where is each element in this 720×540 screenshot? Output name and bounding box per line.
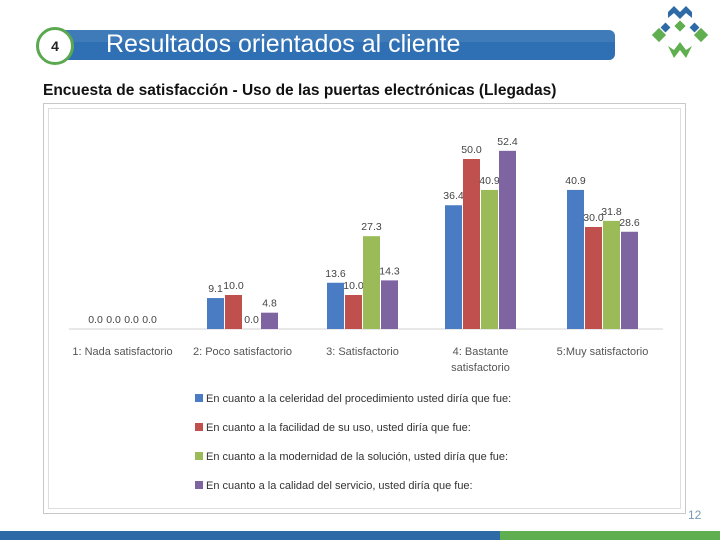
- data-label-series-1-cat-3: 13.6: [325, 268, 346, 280]
- bar-series-4-cat-3: [381, 280, 398, 329]
- page-title: Resultados orientados al cliente: [106, 30, 461, 58]
- legend-label-4: En cuanto a la calidad del servicio, ust…: [206, 480, 473, 492]
- bar-series-2-cat-5: [585, 227, 602, 329]
- bar-series-4-cat-4: [499, 150, 516, 329]
- category-label-5: 5:Muy satisfactorio: [557, 346, 649, 358]
- bar-series-1-cat-5: [567, 189, 584, 329]
- data-label-series-2-cat-4: 50.0: [461, 144, 482, 156]
- bar-series-1-cat-2: [207, 298, 224, 329]
- data-label-series-2-cat-3: 10.0: [343, 280, 364, 292]
- legend-label-3: En cuanto a la modernidad de la solución…: [206, 451, 508, 463]
- logo-mark: [652, 6, 708, 58]
- data-label-series-4-cat-1: 0.0: [142, 314, 157, 326]
- section-number-badge: 4: [36, 27, 74, 65]
- slide-number: 12: [688, 508, 702, 522]
- footer-bar: [0, 531, 720, 540]
- bar-series-4-cat-2: [261, 312, 278, 329]
- category-label-4-line-2: satisfactorio: [451, 362, 510, 374]
- legend-swatch-1: [195, 394, 203, 402]
- data-label-series-2-cat-1: 0.0: [106, 314, 121, 326]
- bar-series-3-cat-3: [363, 236, 380, 329]
- footer-accent-bar: [500, 531, 720, 540]
- data-label-series-4-cat-2: 4.8: [262, 298, 277, 310]
- legend-swatch-2: [195, 423, 203, 431]
- data-label-series-3-cat-3: 27.3: [361, 221, 382, 233]
- bar-series-3-cat-5: [603, 220, 620, 329]
- bar-series-2-cat-2: [225, 295, 242, 329]
- title-bar: [50, 30, 615, 60]
- chart-frame: 0.0 0.0 0.0 0.0 1: Nada satisfactorio 9.1 10.0…: [43, 103, 686, 514]
- category-label-2: 2: Poco satisfactorio: [193, 346, 292, 358]
- data-label-series-3-cat-5: 31.8: [601, 206, 622, 218]
- data-label-series-1-cat-1: 0.0: [88, 314, 103, 326]
- data-label-series-2-cat-5: 30.0: [583, 212, 604, 224]
- legend-swatch-4: [195, 481, 203, 489]
- legend-label-1: En cuanto a la celeridad del procedimien…: [206, 393, 511, 405]
- bar-series-2-cat-4: [463, 159, 480, 329]
- bar-series-2-cat-3: [345, 295, 362, 329]
- data-label-series-3-cat-2: 0.0: [244, 314, 259, 326]
- category-label-4: 4: Bastante: [453, 346, 509, 358]
- data-label-series-2-cat-2: 10.0: [223, 280, 244, 292]
- bar-series-1-cat-4: [445, 205, 462, 329]
- data-label-series-1-cat-2: 9.1: [208, 283, 223, 295]
- legend-label-2: En cuanto a la facilidad de su uso, uste…: [206, 422, 471, 434]
- chart-area: 0.0 0.0 0.0 0.0 1: Nada satisfactorio 9.1 10.0…: [48, 108, 681, 509]
- data-label-series-4-cat-4: 52.4: [497, 136, 518, 148]
- legend-swatch-3: [195, 452, 203, 460]
- data-label-series-4-cat-5: 28.6: [619, 217, 640, 229]
- data-label-series-3-cat-4: 40.9: [479, 175, 500, 187]
- data-label-series-4-cat-3: 14.3: [379, 265, 400, 277]
- data-label-series-1-cat-4: 36.4: [443, 190, 464, 202]
- chart-subtitle: Encuesta de satisfacción - Uso de las pu…: [43, 82, 557, 99]
- category-label-3: 3: Satisfactorio: [326, 346, 399, 358]
- data-label-series-1-cat-5: 40.9: [565, 175, 586, 187]
- category-label-1: 1: Nada satisfactorio: [72, 346, 172, 358]
- bar-series-1-cat-3: [327, 282, 344, 329]
- bar-series-3-cat-4: [481, 189, 498, 329]
- logo-icon: [652, 6, 708, 58]
- data-label-series-3-cat-1: 0.0: [124, 314, 139, 326]
- bar-series-4-cat-5: [621, 231, 638, 329]
